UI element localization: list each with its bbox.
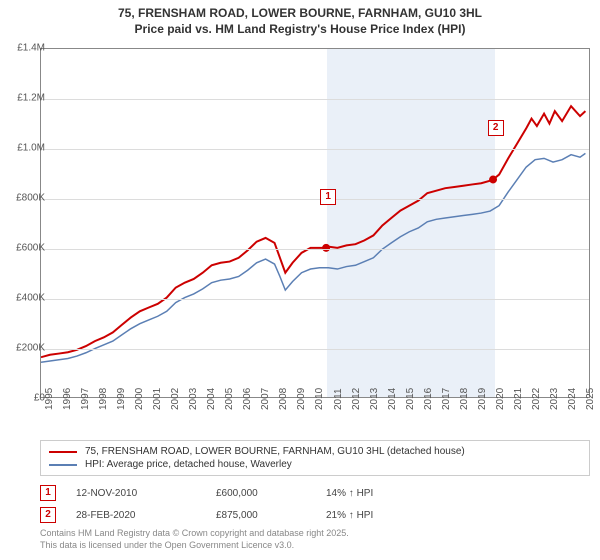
x-tick-label: 2013 — [369, 388, 380, 410]
plot-area: 12 — [40, 48, 590, 398]
x-tick-label: 1997 — [80, 388, 91, 410]
x-tick-label: 2014 — [387, 388, 398, 410]
x-tick-label: 2016 — [423, 388, 434, 410]
x-tick-label: 2007 — [260, 388, 271, 410]
sale-marker-2: 2 — [40, 507, 56, 523]
sale-point-2 — [489, 176, 497, 184]
x-tick-label: 2017 — [441, 388, 452, 410]
series-hpi — [41, 153, 585, 362]
x-tick-label: 2025 — [585, 388, 596, 410]
x-tick-label: 1995 — [44, 388, 55, 410]
x-tick-label: 2018 — [459, 388, 470, 410]
sale-price-2: £875,000 — [216, 510, 326, 521]
title-line-1: 75, FRENSHAM ROAD, LOWER BOURNE, FARNHAM… — [118, 6, 482, 20]
gridline — [41, 249, 589, 250]
legend-row-2: HPI: Average price, detached house, Wave… — [49, 458, 581, 471]
legend-label-2: HPI: Average price, detached house, Wave… — [85, 459, 292, 470]
legend-label-1: 75, FRENSHAM ROAD, LOWER BOURNE, FARNHAM… — [85, 446, 465, 457]
line-svg — [41, 49, 589, 397]
x-tick-label: 2004 — [206, 388, 217, 410]
x-tick-label: 2023 — [549, 388, 560, 410]
x-tick-label: 2000 — [134, 388, 145, 410]
gridline — [41, 99, 589, 100]
gridline — [41, 349, 589, 350]
sale-pct-1: 14% ↑ HPI — [326, 488, 373, 499]
x-tick-label: 2020 — [495, 388, 506, 410]
series-price_paid — [41, 106, 585, 357]
gridline — [41, 199, 589, 200]
legend-row-1: 75, FRENSHAM ROAD, LOWER BOURNE, FARNHAM… — [49, 445, 581, 458]
x-tick-label: 2008 — [278, 388, 289, 410]
x-tick-label: 1999 — [116, 388, 127, 410]
y-tick-label: £400K — [16, 293, 45, 304]
y-tick-label: £200K — [16, 343, 45, 354]
chart-marker-2: 2 — [488, 120, 504, 136]
sale-date-1: 12-NOV-2010 — [76, 488, 216, 499]
sale-date-2: 28-FEB-2020 — [76, 510, 216, 521]
y-tick-label: £800K — [16, 193, 45, 204]
sales-table: 1 12-NOV-2010 £600,000 14% ↑ HPI 2 28-FE… — [40, 482, 590, 526]
x-tick-label: 2001 — [152, 388, 163, 410]
x-tick-label: 2021 — [513, 388, 524, 410]
x-tick-label: 2005 — [224, 388, 235, 410]
sale-row-2: 2 28-FEB-2020 £875,000 21% ↑ HPI — [40, 504, 590, 526]
y-tick-label: £1.0M — [17, 143, 45, 154]
gridline — [41, 299, 589, 300]
sale-marker-1: 1 — [40, 485, 56, 501]
x-tick-label: 2015 — [405, 388, 416, 410]
title-line-2: Price paid vs. HM Land Registry's House … — [135, 22, 466, 36]
footer-line-2: This data is licensed under the Open Gov… — [40, 540, 294, 550]
x-tick-label: 2011 — [333, 388, 344, 410]
x-tick-label: 2022 — [531, 388, 542, 410]
sale-price-1: £600,000 — [216, 488, 326, 499]
x-tick-label: 1998 — [98, 388, 109, 410]
y-tick-label: £600K — [16, 243, 45, 254]
footer-text: Contains HM Land Registry data © Crown c… — [40, 528, 349, 551]
x-tick-label: 2002 — [170, 388, 181, 410]
y-tick-label: £1.2M — [17, 93, 45, 104]
sale-row-1: 1 12-NOV-2010 £600,000 14% ↑ HPI — [40, 482, 590, 504]
gridline — [41, 149, 589, 150]
legend-box: 75, FRENSHAM ROAD, LOWER BOURNE, FARNHAM… — [40, 440, 590, 476]
x-tick-label: 2012 — [351, 388, 362, 410]
chart-marker-1: 1 — [320, 189, 336, 205]
legend-swatch-1 — [49, 451, 77, 453]
x-tick-label: 2009 — [296, 388, 307, 410]
x-tick-label: 2024 — [567, 388, 578, 410]
chart-container: 75, FRENSHAM ROAD, LOWER BOURNE, FARNHAM… — [0, 0, 600, 560]
sale-point-1 — [322, 244, 330, 252]
x-tick-label: 2010 — [314, 388, 325, 410]
x-tick-label: 2003 — [188, 388, 199, 410]
chart-title: 75, FRENSHAM ROAD, LOWER BOURNE, FARNHAM… — [0, 0, 600, 37]
sale-pct-2: 21% ↑ HPI — [326, 510, 373, 521]
y-tick-label: £1.4M — [17, 43, 45, 54]
x-tick-label: 1996 — [62, 388, 73, 410]
x-tick-label: 2019 — [477, 388, 488, 410]
x-tick-label: 2006 — [242, 388, 253, 410]
footer-line-1: Contains HM Land Registry data © Crown c… — [40, 528, 349, 538]
legend-swatch-2 — [49, 464, 77, 466]
